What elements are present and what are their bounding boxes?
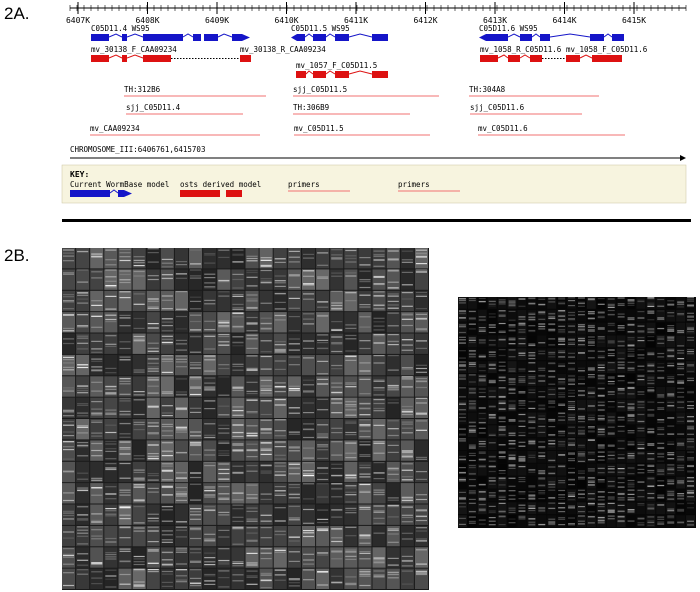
est-label-mv-1057-f: mv_1057_F_C05D11.5 — [296, 61, 377, 70]
scale-tick-label: 6409K — [205, 16, 229, 25]
gel-image-large — [62, 248, 429, 590]
key-title: KEY: — [70, 170, 89, 179]
chromosome-label: CHROMOSOME_III:6406761,6415703 — [70, 145, 205, 154]
est-label-mv-30138-r: mv_30138_R_CAA09234 — [240, 45, 326, 54]
primer-row-2: sjj_C05D11.5 sjj_C05D11.4 TH:306B9 sjj_C… — [126, 85, 582, 115]
key-label-wormbase: Current WormBase model — [70, 180, 169, 189]
gel-image-small — [458, 297, 696, 528]
scale-major-ticks: 6407K 6408K 6409K 6410K 6411K 6412K 6413K 6414K… — [66, 2, 646, 25]
wormbase-gene-c05d11-6: C05D11.6 WS95 — [479, 24, 624, 41]
est-label-mv-1058-f: mv_1058_F_C05D11.6 — [566, 45, 648, 54]
primer-label-th-312b6: TH:312B6 — [124, 85, 161, 94]
primer-row-1: TH:312B6 TH:304A8 — [124, 85, 599, 97]
wormbase-gene-c05d11-4: C05D11.4 WS95 — [91, 24, 250, 41]
scale-minor-ticks — [69, 5, 687, 11]
genome-browser-diagram: 6407K 6408K 6409K 6410K 6411K 6412K 6413K 6414K… — [61, 2, 691, 222]
panel-b-label: 2B. — [4, 246, 30, 265]
key-label-primers-2: primers — [398, 180, 430, 189]
primer-label-sjj-c05d11-4: sjj_C05D11.4 — [126, 103, 181, 112]
primer-label-mv-c05d11-5: mv_C05D11.5 — [294, 124, 344, 133]
est-model-mv-1058: mv_1058_R_C05D11.6 mv_1058_F_C05D11.6 — [480, 45, 648, 62]
wormbase-gene-c05d11-5: C05D11.5 WS95 — [291, 24, 388, 41]
panel-a-label: 2A. — [4, 4, 30, 23]
key-label-primers-1: primers — [288, 180, 320, 189]
est-label-mv-1058-r: mv_1058_R_C05D11.6 — [480, 45, 562, 54]
primer-label-sjj-c05d11-5: sjj_C05D11.5 — [293, 85, 347, 94]
est-model-mv-30138: mv_30138_F_CAA09234 mv_30138_R_CAA09234 — [91, 45, 326, 62]
scale-tick-label: 6413K — [483, 16, 507, 25]
primer-label-sjj-c05d11-6: sjj_C05D11.6 — [470, 103, 525, 112]
scale-tick-label: 6408K — [135, 16, 159, 25]
scale-tick-label: 6410K — [274, 16, 298, 25]
est-label-mv-30138-f: mv_30138_F_CAA09234 — [91, 45, 177, 54]
key-swatch-wormbase — [70, 190, 110, 197]
scale-tick-label: 6412K — [413, 16, 437, 25]
key-swatch-osts — [180, 190, 220, 197]
est-model-mv-1057: mv_1057_F_C05D11.5 — [296, 61, 388, 78]
scale-tick-label: 6414K — [552, 16, 576, 25]
wormbase-label-c05d11-6: C05D11.6 WS95 — [479, 24, 538, 33]
key-legend: KEY: Current WormBase model osts derived… — [61, 164, 687, 204]
key-label-osts: osts derived model — [180, 180, 261, 189]
primer-label-mv-c05d11-6: mv_C05D11.6 — [478, 124, 528, 133]
primer-row-3: mv_CAA09234 mv_C05D11.5 mv_C05D11.6 — [90, 124, 625, 136]
scale-tick-label: 6407K — [66, 16, 90, 25]
primer-label-th-306b9: TH:306B9 — [293, 103, 329, 112]
wormbase-label-c05d11-4: C05D11.4 WS95 — [91, 24, 150, 33]
primer-label-th-304a8: TH:304A8 — [469, 85, 506, 94]
panel-separator — [62, 219, 691, 222]
wormbase-label-c05d11-5: C05D11.5 WS95 — [291, 24, 350, 33]
scale-tick-label: 6415K — [622, 16, 646, 25]
scale-tick-label: 6411K — [344, 16, 368, 25]
primer-label-mv-caa09234: mv_CAA09234 — [90, 124, 140, 133]
